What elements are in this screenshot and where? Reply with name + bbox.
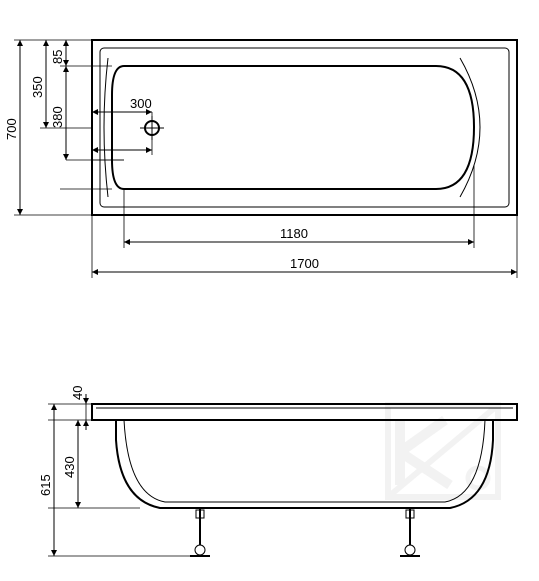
dim-total-height: 700 [4,118,19,140]
leg-2 [400,508,420,556]
dim-inner-half: 380 [50,106,65,128]
dim-total-h: 615 [38,474,53,496]
technical-drawing: 1700 1180 300 700 350 85 380 [0,0,539,581]
leg-1 [190,508,210,556]
dim-total-width: 1700 [290,256,319,271]
dim-rim-h: 40 [70,386,85,400]
dim-half-height: 350 [30,76,45,98]
side-view-v-dims: 40 430 615 [38,386,190,556]
dim-drain-offset: 300 [130,96,152,111]
dim-tub-h: 430 [62,456,77,478]
top-view [92,40,517,215]
top-view-h-dims: 1700 1180 300 [92,40,517,278]
dim-top-gap: 85 [50,50,65,64]
top-view-v-dims: 700 350 85 380 [4,40,124,215]
dim-inner-width: 1180 [280,226,308,241]
side-view [92,404,517,556]
